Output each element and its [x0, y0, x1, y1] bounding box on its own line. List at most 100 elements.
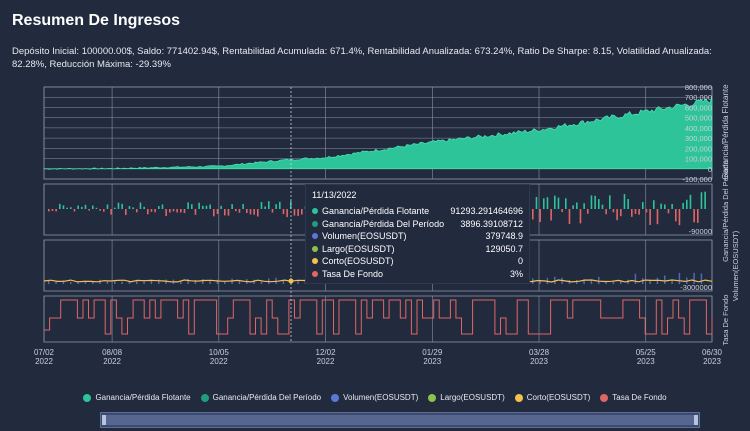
period-pnl-bar	[689, 194, 692, 209]
period-pnl-bar	[616, 209, 618, 221]
volume-bar	[216, 279, 219, 284]
zoom-handle-right[interactable]	[694, 415, 698, 425]
volume-bar	[48, 280, 50, 284]
period-pnl-bar	[249, 209, 252, 215]
period-pnl-bar	[110, 209, 112, 215]
volume-bar	[297, 279, 299, 284]
period-pnl-bar	[257, 209, 259, 217]
period-pnl-bar	[121, 203, 123, 209]
series-dot-icon	[312, 258, 318, 265]
zoom-handle-left[interactable]	[102, 415, 106, 425]
volume-bar	[671, 279, 673, 284]
legend: Ganancia/Pérdida Flotante Ganancia/Pérdi…	[0, 393, 750, 402]
legend-item-volume[interactable]: Volumen(EOSUSDT)	[331, 393, 418, 402]
period-pnl-bar	[601, 204, 604, 209]
period-pnl-bar	[264, 206, 266, 209]
period-pnl-bar	[235, 209, 237, 212]
period-pnl-bar	[136, 209, 138, 213]
y-axis-label-funding: Tasa De Fondo	[721, 295, 730, 346]
volume-bar	[202, 279, 204, 284]
volume-bar	[598, 276, 600, 284]
period-pnl-bar	[216, 209, 219, 214]
period-pnl-bar	[187, 202, 189, 209]
tooltip-row: Volumen(EOSUSDT) 379748.9	[312, 230, 523, 243]
legend-item-short[interactable]: Corto(EOSUSDT)	[514, 393, 590, 402]
period-pnl-bar	[198, 202, 200, 209]
period-pnl-bar	[620, 209, 622, 217]
period-pnl-bar	[686, 199, 688, 209]
period-pnl-bar	[638, 209, 640, 215]
period-pnl-bar	[114, 207, 116, 209]
series-dot-icon	[312, 245, 318, 252]
tooltip-row: Ganancia/Pérdida Del Período 3896.3910871…	[312, 218, 523, 231]
volume-bar	[620, 280, 622, 284]
x-tick-label: 05/25	[636, 348, 657, 357]
period-pnl-bar	[132, 207, 134, 209]
period-pnl-bar	[165, 209, 167, 216]
period-pnl-bar	[180, 209, 182, 213]
period-pnl-bar	[242, 204, 244, 209]
y-tick-label: 500,000	[685, 114, 712, 123]
period-pnl-bar	[227, 209, 230, 216]
x-tick-label: 07/02	[34, 348, 55, 357]
period-pnl-bar	[579, 209, 582, 224]
x-tick-label: 2023	[423, 357, 441, 366]
x-tick-label: 2022	[103, 357, 121, 366]
period-pnl-bar	[103, 209, 105, 212]
period-pnl-bar	[557, 197, 560, 209]
period-pnl-bar	[139, 202, 142, 209]
series-dot-icon	[312, 270, 318, 277]
legend-dot-icon	[200, 393, 209, 402]
period-pnl-bar	[631, 209, 633, 217]
legend-item-floating-pnl[interactable]: Ganancia/Pérdida Flotante	[83, 393, 191, 402]
period-pnl-bar	[554, 195, 556, 209]
period-pnl-bar	[209, 204, 211, 209]
volume-bar	[605, 280, 607, 284]
period-pnl-bar	[224, 209, 226, 216]
x-tick-label: 08/08	[102, 348, 123, 357]
volume-bar	[282, 280, 285, 284]
period-pnl-bar	[693, 209, 695, 223]
period-pnl-bar	[623, 194, 626, 209]
volume-bar	[700, 273, 703, 284]
page-title: Resumen De Ingresos	[12, 12, 181, 29]
equity-area-series	[43, 97, 713, 170]
period-pnl-bar	[612, 209, 615, 213]
y-tick-label: 200,000	[685, 144, 712, 153]
period-pnl-bar	[125, 209, 127, 216]
period-pnl-bar	[565, 198, 567, 209]
tooltip-row: Corto(EOSUSDT) 0	[312, 255, 523, 268]
period-pnl-bar	[645, 209, 648, 213]
period-pnl-bar	[55, 209, 57, 212]
volume-bar	[664, 275, 666, 284]
legend-item-period-pnl[interactable]: Ganancia/Pérdida Del Período	[200, 393, 321, 402]
legend-item-funding-rate[interactable]: Tasa De Fondo	[600, 393, 667, 402]
tooltip: 11/13/2022 Ganancia/Pérdida Flotante 9129…	[305, 184, 530, 284]
period-pnl-bar	[700, 192, 703, 209]
volume-bar	[114, 281, 116, 284]
y-axis-label-equity: Ganancia/Pérdida Flotante	[721, 84, 730, 180]
legend-dot-icon	[514, 393, 523, 402]
period-pnl-bar	[143, 206, 145, 209]
period-pnl-bar	[546, 197, 549, 209]
period-pnl-bar	[653, 200, 655, 209]
tooltip-row: Ganancia/Pérdida Flotante 91293.291464696	[312, 205, 523, 218]
period-pnl-bar	[220, 205, 222, 209]
period-pnl-bar	[59, 203, 61, 209]
series-dot-icon	[312, 233, 318, 240]
volume-bar	[158, 279, 160, 284]
period-pnl-bar	[154, 209, 156, 213]
period-pnl-bar	[671, 203, 673, 209]
period-pnl-bar	[561, 209, 563, 213]
x-tick-label: 2022	[210, 357, 228, 366]
period-pnl-bar	[609, 195, 611, 209]
period-pnl-bar	[539, 209, 541, 223]
period-pnl-bar	[176, 209, 178, 213]
volume-bar	[84, 280, 87, 284]
zoom-slider-range[interactable]	[103, 415, 697, 425]
period-pnl-bar	[48, 209, 50, 212]
period-pnl-bar	[279, 201, 281, 209]
legend-item-long[interactable]: Largo(EOSUSDT)	[428, 393, 505, 402]
zoom-slider[interactable]	[100, 412, 700, 428]
